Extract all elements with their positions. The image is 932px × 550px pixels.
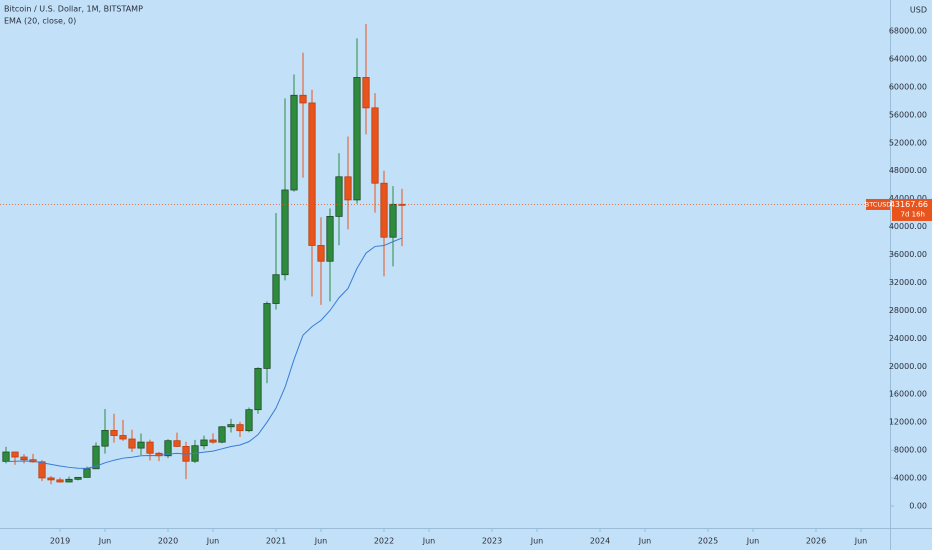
y-unit: USD [910,6,927,15]
y-tick-label: 20000.00 [889,362,927,371]
symbol-label: BTCUSD [865,200,891,208]
candle-body [74,476,82,480]
candle-body [164,440,172,457]
candle-body [245,409,253,432]
candle-body [128,438,136,449]
candle-body [236,424,244,432]
x-tick-label: 2026 [806,537,826,546]
y-tick-label: 32000.00 [889,278,927,287]
x-tick-label: Jun [314,537,328,546]
y-tick-label: 0.00 [909,501,927,510]
ema-line [5,237,403,469]
candle-body [218,426,226,443]
x-tick-label: Jun [638,537,652,546]
y-tick-label: 40000.00 [889,222,927,231]
y-tick-label: 44000.00 [889,194,927,203]
countdown-label: 7d 16h [901,210,925,218]
candle-body [200,439,208,447]
y-tick-label: 28000.00 [889,306,927,315]
x-tick-label: 2024 [590,537,610,546]
x-tick-label: 2020 [158,537,178,546]
y-tick-label: 16000.00 [889,390,927,399]
candle-body [65,478,73,483]
candle-body [308,102,316,246]
x-tick-label: Jun [530,537,544,546]
candle-body [263,303,271,369]
symbol-box [866,198,890,210]
candle-body [254,367,262,411]
y-tick-label: 64000.00 [889,54,927,63]
candle-body [362,77,370,109]
candle-body [47,477,55,481]
y-tick-label: 12000.00 [889,418,927,427]
candle-body [11,451,19,458]
candle-body [209,439,217,443]
candle-body [92,445,100,470]
candle-body [101,430,109,447]
indicator-label: EMA (20, close, 0) [4,17,76,26]
candle-body [173,440,181,447]
y-tick-label: 48000.00 [889,166,927,175]
candle-body [281,189,289,276]
x-tick-label: 2025 [698,537,718,546]
x-tick-label: Jun [746,537,760,546]
price-label: 43167.66 [890,200,928,209]
candle-body [380,182,388,238]
x-tick-label: Jun [854,537,868,546]
y-tick-label: 8000.00 [894,446,927,455]
y-tick-label: 68000.00 [889,27,927,36]
candle-body [119,435,127,440]
price-box [892,198,932,221]
y-tick-label: 24000.00 [889,334,927,343]
candle-body [83,468,91,478]
candle-body [317,245,325,262]
x-tick-label: 2019 [50,537,70,546]
candle-body [56,479,64,483]
candle-body [335,176,343,217]
x-tick-label: 2021 [266,537,286,546]
candle-body [2,451,10,462]
x-tick-label: Jun [206,537,220,546]
y-tick-label: 4000.00 [894,474,927,483]
x-tick-label: Jun [98,537,112,546]
candle-body [344,176,352,201]
candle-body [389,203,397,238]
candle-body [371,107,379,184]
candle-body [299,94,307,104]
candle-body [110,430,118,436]
candle-body [137,441,145,449]
candle-body [20,456,28,461]
y-tick-label: 36000.00 [889,250,927,259]
candle-body [290,94,298,191]
candle-body [38,461,46,479]
y-tick-label: 56000.00 [889,110,927,119]
candle-body [353,77,361,201]
candle-body [146,441,154,454]
candle-body [227,424,235,428]
x-tick-label: 2022 [374,537,394,546]
x-tick-label: 2023 [482,537,502,546]
y-tick-label: 52000.00 [889,138,927,147]
candle-body [272,274,280,304]
y-tick-label: 60000.00 [889,82,927,91]
chart-title: Bitcoin / U.S. Dollar, 1M, BITSTAMP [4,5,143,14]
candle-body [326,215,334,262]
x-tick-label: Jun [422,537,436,546]
